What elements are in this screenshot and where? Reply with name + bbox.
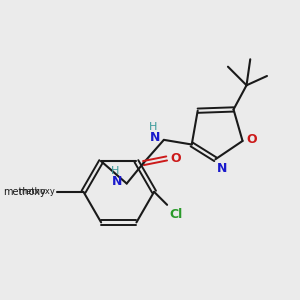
- Text: H: H: [148, 122, 157, 132]
- Text: Cl: Cl: [169, 208, 182, 220]
- Text: methoxy: methoxy: [4, 187, 46, 197]
- Text: H: H: [111, 166, 120, 176]
- Text: N: N: [112, 175, 123, 188]
- Text: O: O: [246, 133, 257, 146]
- Text: O: O: [170, 152, 181, 165]
- Text: N: N: [149, 131, 160, 145]
- Text: N: N: [217, 162, 228, 175]
- Text: methoxy: methoxy: [19, 187, 56, 196]
